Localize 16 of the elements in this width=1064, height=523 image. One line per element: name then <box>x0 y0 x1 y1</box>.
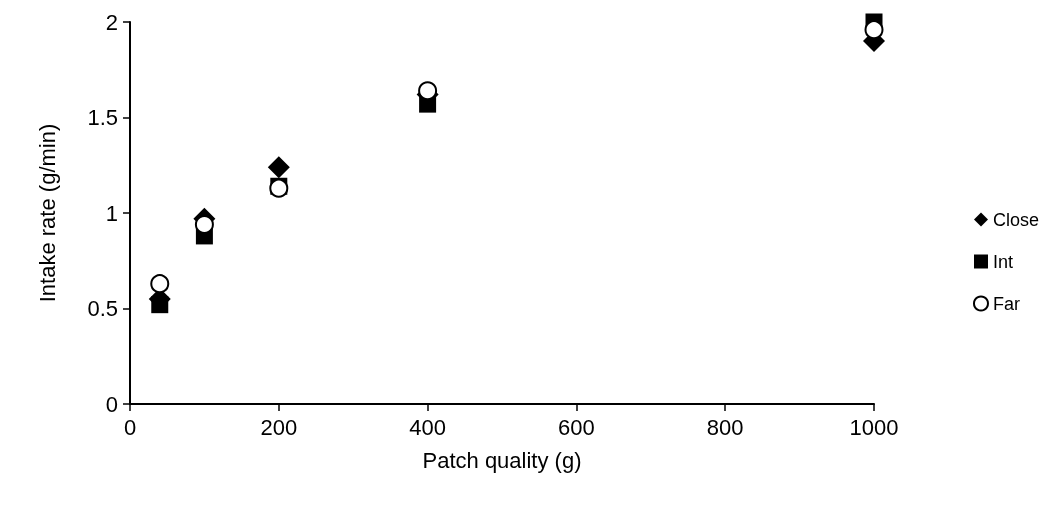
x-tick-label: 400 <box>409 414 446 440</box>
legend-label: Far <box>992 293 1020 314</box>
y-tick-label: 0 <box>105 391 118 417</box>
x-tick-label: 1000 <box>849 414 899 440</box>
y-tick-label: 2 <box>105 9 118 35</box>
y-tick-label: 1.5 <box>87 105 118 130</box>
y-axis-title: Intake rate (g/min) <box>34 123 60 303</box>
y-tick-label: 0.5 <box>87 296 118 321</box>
x-axis-title: Patch quality (g) <box>422 447 582 473</box>
legend-label: Int <box>992 251 1013 272</box>
x-tick-label: 200 <box>260 414 298 440</box>
x-tick-label: 600 <box>558 414 595 440</box>
x-tick-label: 0 <box>123 414 137 440</box>
legend-label: Close <box>992 209 1040 230</box>
y-tick-label: 1 <box>105 200 118 226</box>
x-tick-label: 800 <box>706 414 744 440</box>
